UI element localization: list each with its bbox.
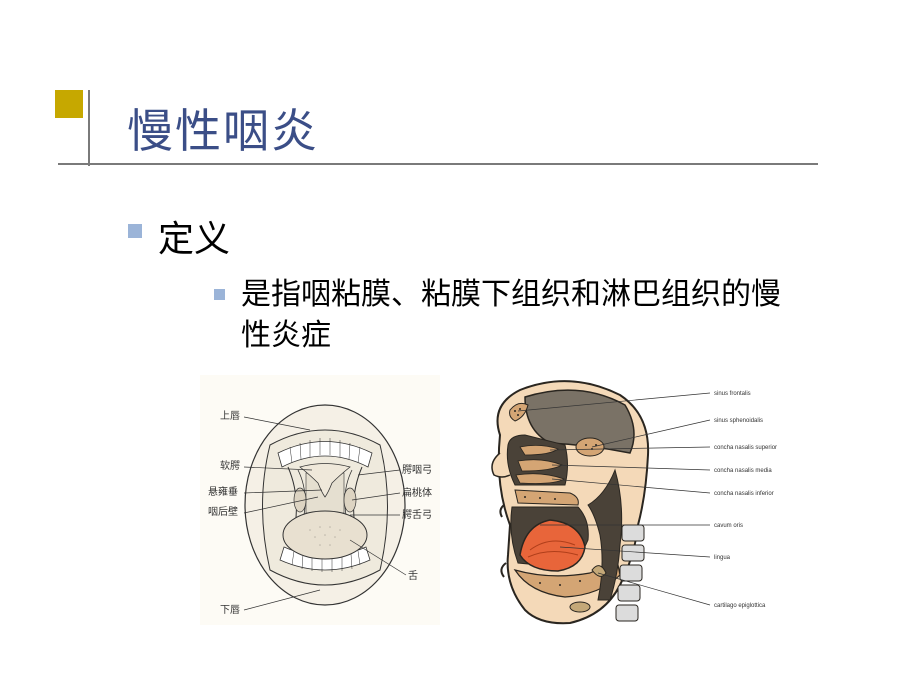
- bullet-level2: 是指咽粘膜、粘膜下组织和淋巴组织的慢性炎症: [214, 275, 801, 356]
- label-soft-palate: 软腭: [220, 459, 240, 472]
- bullet-icon: [128, 224, 142, 238]
- label-concha-inf: concha nasalis inferior: [714, 491, 774, 497]
- label-sinus-sphenoidalis: sinus sphenoidalis: [714, 418, 763, 424]
- label-tonsil: 扁桃体: [402, 486, 432, 499]
- label-palatoglossal: 腭舌弓: [402, 509, 432, 521]
- label-uvula: 悬雍垂: [208, 485, 238, 498]
- label-concha-sup: concha nasalis superior: [714, 445, 777, 451]
- bullet-level1-text: 定义: [158, 210, 230, 262]
- slide-title-block: 慢性咽炎: [55, 95, 319, 161]
- label-epiglottis: cartilago epiglottica: [714, 603, 766, 609]
- label-lingua: lingua: [714, 555, 731, 561]
- bullet-icon: [214, 289, 225, 300]
- bullet-level2-text: 是指咽粘膜、粘膜下组织和淋巴组织的慢性炎症: [241, 275, 801, 356]
- title-accent-horizontal: [58, 163, 818, 165]
- label-palatopharyngeal: 腭咽弓: [402, 464, 432, 476]
- slide-title: 慢性咽炎: [127, 95, 319, 161]
- bullet-level1: 定义: [128, 210, 230, 262]
- label-lower-lip: 下唇: [220, 604, 240, 616]
- label-posterior-wall: 咽后壁: [208, 505, 238, 518]
- label-concha-med: concha nasalis media: [714, 468, 772, 474]
- title-accent-square: [55, 90, 83, 118]
- label-sinus-frontalis: sinus frontalis: [714, 391, 751, 397]
- figure-row: 上唇 软腭 悬雍垂 咽后壁 下唇 腭咽弓 扁桃体 腭舌弓 舌: [200, 375, 810, 635]
- label-cavum-oris: cavum oris: [714, 523, 743, 529]
- label-tongue: 舌: [408, 570, 418, 582]
- figure-mouth-diagram: 上唇 软腭 悬雍垂 咽后壁 下唇 腭咽弓 扁桃体 腭舌弓 舌: [200, 375, 440, 625]
- figure-sagittal-diagram: sinus frontalis sinus sphenoidalis conch…: [470, 375, 810, 635]
- label-upper-lip: 上唇: [220, 410, 240, 422]
